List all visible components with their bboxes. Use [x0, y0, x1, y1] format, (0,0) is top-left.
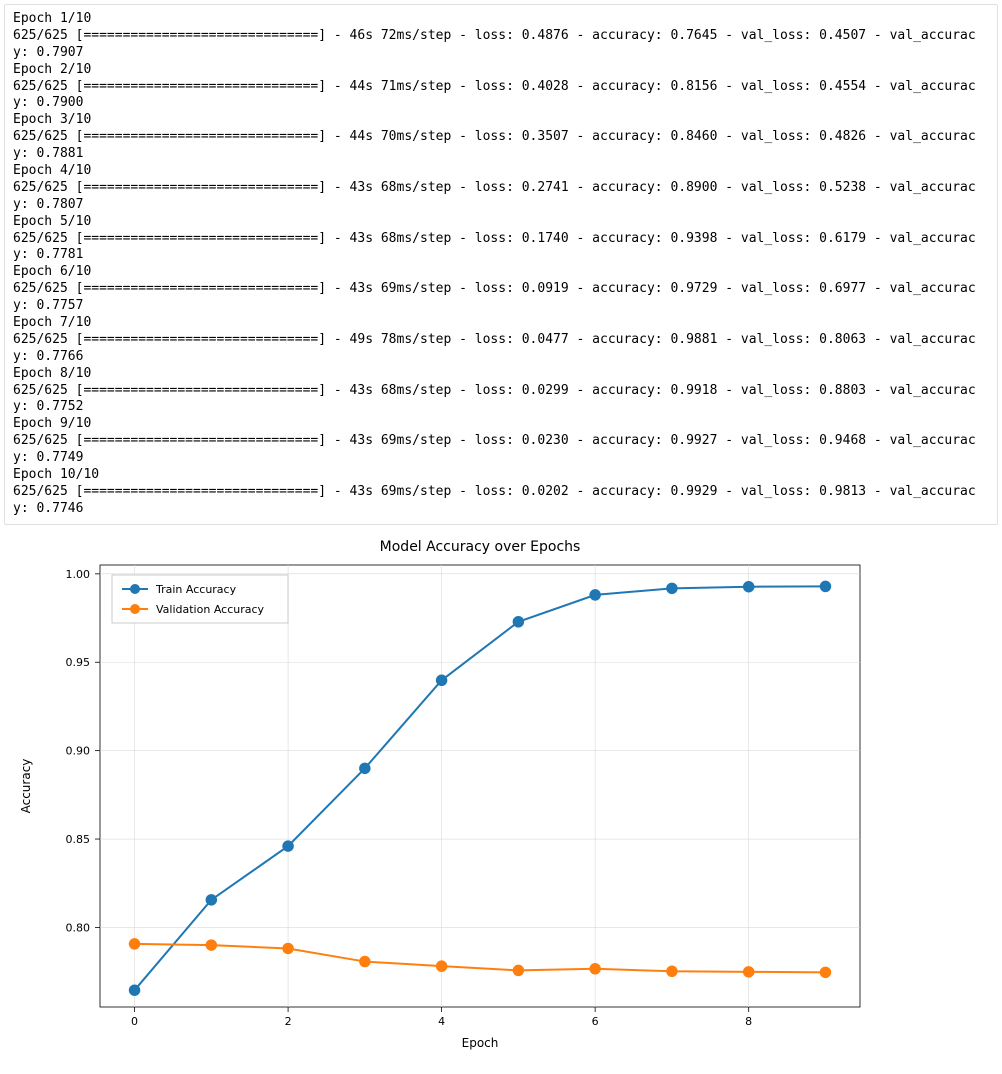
series-marker	[130, 939, 140, 949]
series-marker	[283, 841, 293, 851]
accuracy-chart: Model Accuracy over Epochs 0 2 4 6 8 0.80 0.85 0…	[8, 535, 1002, 1055]
series-line	[135, 944, 826, 972]
epoch-metrics: 625/625 [==============================]…	[13, 433, 989, 467]
epoch-header: Epoch 8/10	[13, 366, 989, 383]
epoch-metrics: 625/625 [==============================]…	[13, 484, 989, 518]
epoch-header: Epoch 10/10	[13, 467, 989, 484]
epoch-header: Epoch 7/10	[13, 315, 989, 332]
y-tick-label: 0.95	[66, 656, 91, 669]
series-marker	[744, 581, 754, 591]
legend-label: Validation Accuracy	[156, 603, 265, 616]
training-output-cell: Epoch 1/10625/625 [=====================…	[4, 4, 998, 525]
training-log: Epoch 1/10625/625 [=====================…	[13, 11, 989, 518]
x-tick-label: 6	[592, 1015, 599, 1028]
series-marker	[283, 943, 293, 953]
epoch-header: Epoch 1/10	[13, 11, 989, 28]
series-marker	[360, 763, 370, 773]
y-tick-label: 1.00	[66, 568, 91, 581]
epoch-metrics: 625/625 [==============================]…	[13, 231, 989, 265]
chart-title: Model Accuracy over Epochs	[380, 539, 581, 555]
series-marker	[437, 675, 447, 685]
series-marker	[590, 590, 600, 600]
x-tick-label: 4	[438, 1015, 445, 1028]
series-marker	[667, 966, 677, 976]
series-marker	[360, 956, 370, 966]
x-tick-label: 0	[131, 1015, 138, 1028]
x-axis-label: Epoch	[462, 1036, 499, 1050]
epoch-metrics: 625/625 [==============================]…	[13, 383, 989, 417]
y-axis-label: Accuracy	[19, 758, 33, 813]
epoch-header: Epoch 6/10	[13, 264, 989, 281]
epoch-header: Epoch 4/10	[13, 163, 989, 180]
epoch-header: Epoch 2/10	[13, 62, 989, 79]
series-marker	[130, 985, 140, 995]
epoch-metrics: 625/625 [==============================]…	[13, 79, 989, 113]
series-marker	[513, 965, 523, 975]
y-tick-label: 0.90	[66, 744, 91, 757]
y-tick-label: 0.80	[66, 921, 91, 934]
series-marker	[206, 940, 216, 950]
epoch-metrics: 625/625 [==============================]…	[13, 28, 989, 62]
epoch-metrics: 625/625 [==============================]…	[13, 281, 989, 315]
x-tick-label: 8	[745, 1015, 752, 1028]
series-line	[135, 586, 826, 990]
epoch-header: Epoch 3/10	[13, 112, 989, 129]
legend-marker	[130, 584, 140, 594]
epoch-metrics: 625/625 [==============================]…	[13, 129, 989, 163]
legend-marker	[130, 604, 140, 614]
series-marker	[590, 964, 600, 974]
epoch-header: Epoch 9/10	[13, 416, 989, 433]
series-marker	[206, 895, 216, 905]
epoch-metrics: 625/625 [==============================]…	[13, 180, 989, 214]
series-marker	[820, 967, 830, 977]
series-marker	[437, 961, 447, 971]
accuracy-chart-svg: Model Accuracy over Epochs 0 2 4 6 8 0.80 0.85 0…	[8, 535, 872, 1055]
series-marker	[820, 581, 830, 591]
y-tick-label: 0.85	[66, 833, 91, 846]
epoch-header: Epoch 5/10	[13, 214, 989, 231]
epoch-metrics: 625/625 [==============================]…	[13, 332, 989, 366]
series-marker	[744, 967, 754, 977]
series-marker	[667, 583, 677, 593]
series-marker	[513, 616, 523, 626]
x-tick-label: 2	[285, 1015, 292, 1028]
legend-label: Train Accuracy	[155, 583, 237, 596]
